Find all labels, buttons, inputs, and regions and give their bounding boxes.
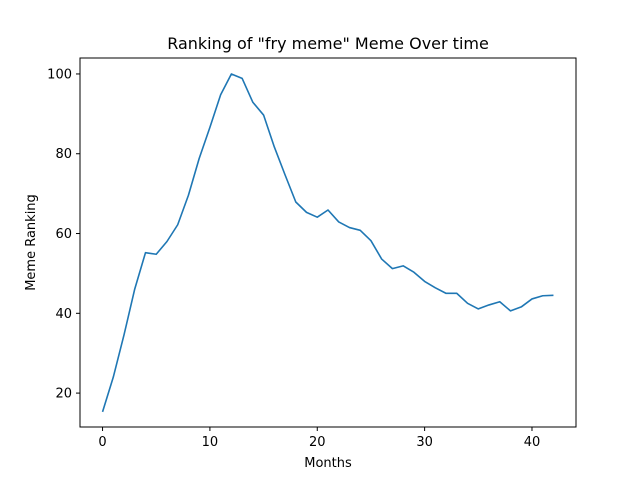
y-axis: 20 40 60 80 100 — [47, 67, 80, 402]
x-axis-label: Months — [304, 456, 352, 471]
y-tick-label: 20 — [55, 387, 72, 402]
x-tick-label: 30 — [416, 435, 433, 450]
y-tick-label: 40 — [55, 307, 72, 322]
series-line — [101, 73, 554, 413]
x-tick-label: 40 — [524, 435, 541, 450]
x-tick-label: 10 — [202, 435, 219, 450]
y-tick-label: 60 — [55, 227, 72, 242]
x-axis: 0 10 20 30 40 — [98, 427, 540, 450]
plot-frame — [79, 57, 577, 428]
y-axis-label: Meme Ranking — [24, 194, 39, 291]
y-tick-label: 100 — [47, 67, 72, 82]
chart-title: Ranking of "fry meme" Meme Over time — [167, 34, 489, 53]
plot-area — [101, 73, 554, 413]
x-tick-label: 0 — [98, 435, 106, 450]
x-tick-label: 20 — [309, 435, 326, 450]
y-tick-label: 80 — [55, 147, 72, 162]
